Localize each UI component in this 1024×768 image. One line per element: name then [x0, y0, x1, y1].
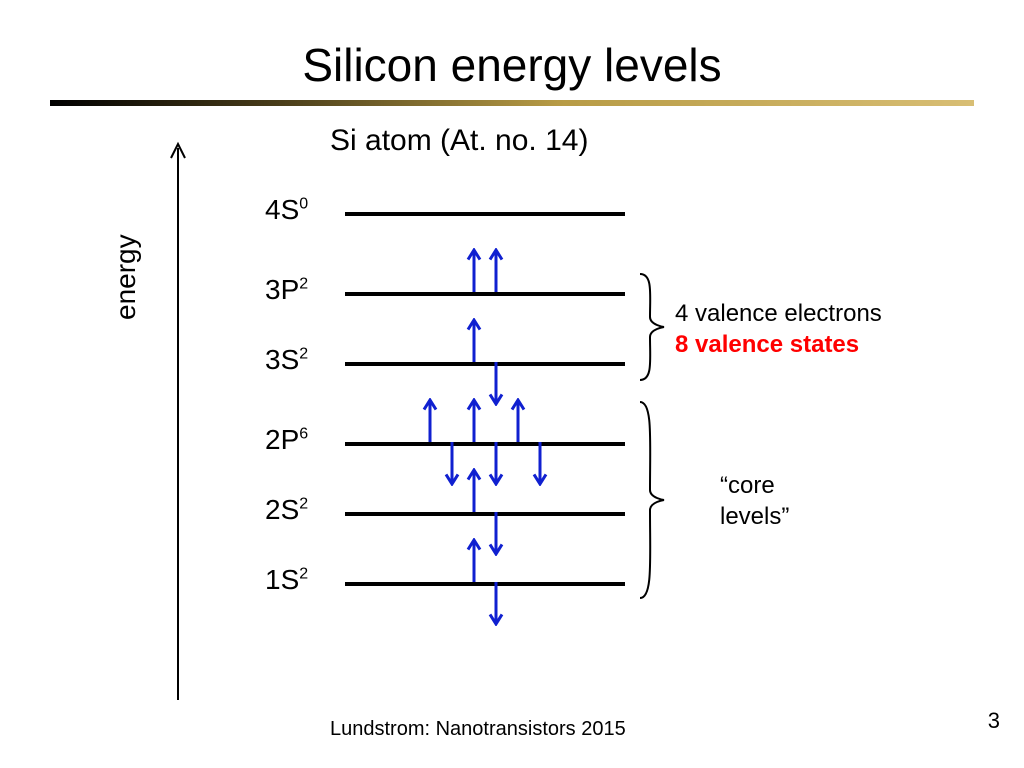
- level-line-3s: [345, 362, 625, 366]
- page-number: 3: [988, 708, 1000, 734]
- annotation-core: “core levels”: [720, 470, 789, 532]
- energy-axis-label: energy: [110, 234, 142, 320]
- brace-valence: [636, 272, 676, 382]
- level-label-4s: 4S0: [265, 194, 308, 226]
- annotation-core-line1: “core: [720, 472, 775, 499]
- level-line-1s: [345, 582, 625, 586]
- level-label-3s: 3S2: [265, 344, 308, 376]
- annotation-valence-line2: 8 valence states: [675, 331, 859, 358]
- level-label-2p: 2P6: [265, 424, 308, 456]
- annotation-valence-line1: 4 valence electrons: [675, 300, 882, 327]
- annotation-valence: 4 valence electrons 8 valence states: [675, 298, 882, 360]
- annotation-core-line2: levels”: [720, 503, 789, 530]
- slide-title: Silicon energy levels: [0, 38, 1024, 92]
- level-line-3p: [345, 292, 625, 296]
- level-line-2p: [345, 442, 625, 446]
- brace-core: [636, 400, 676, 600]
- level-label-3p: 3P2: [265, 274, 308, 306]
- footer-credit: Lundstrom: Nanotransistors 2015: [330, 718, 626, 741]
- level-line-2s: [345, 512, 625, 516]
- level-label-1s: 1S2: [265, 564, 308, 596]
- subtitle: Si atom (At. no. 14): [330, 124, 588, 158]
- level-label-2s: 2S2: [265, 494, 308, 526]
- slide: { "title": "Silicon energy levels", "sub…: [0, 0, 1024, 768]
- title-underline: [50, 100, 974, 106]
- energy-axis-arrow: [168, 140, 188, 700]
- level-line-4s: [345, 212, 625, 216]
